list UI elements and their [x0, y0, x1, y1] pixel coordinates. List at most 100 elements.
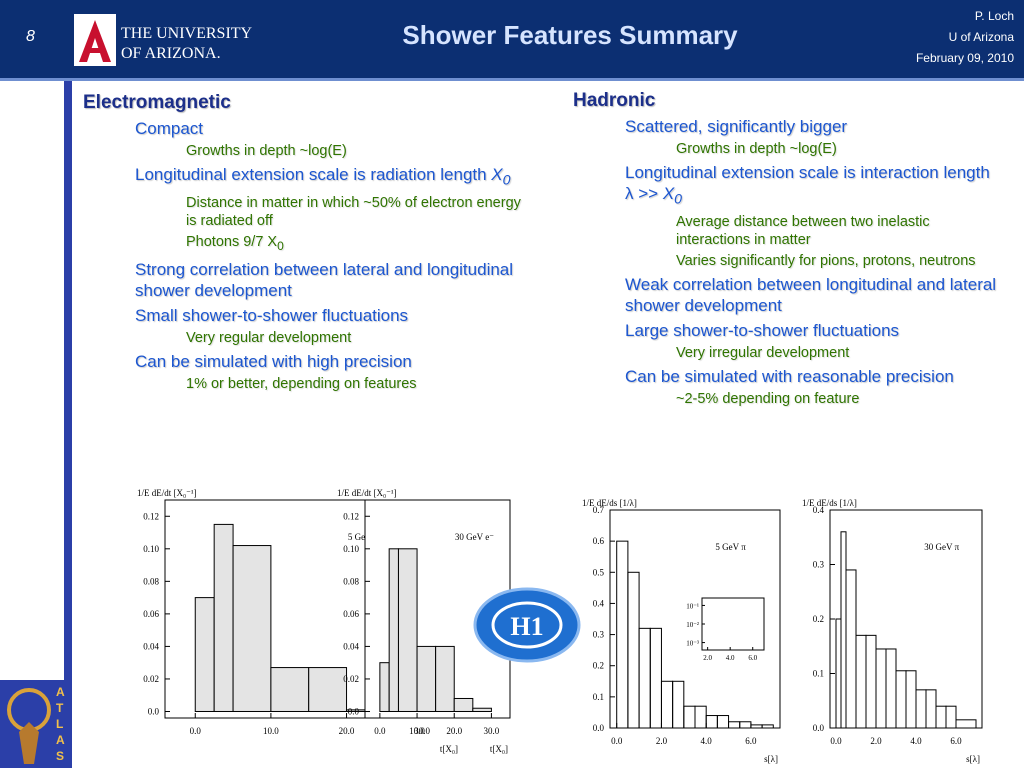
inset-y-tick-label: 10⁻³ [686, 640, 699, 648]
histogram-bar [955, 719, 977, 729]
y-tick-label: 0.02 [143, 674, 159, 684]
histogram-bar [638, 627, 651, 729]
histogram-bar [472, 707, 492, 712]
y-tick-label: 0.2 [593, 661, 604, 671]
bullet: Can be simulated with high precision [135, 351, 523, 372]
meta: P. Loch U of Arizona February 09, 2010 [916, 6, 1014, 69]
slide-title: Shower Features Summary [402, 20, 738, 50]
sub-bullet: Very regular development [186, 329, 523, 347]
y-tick-label: 0.1 [813, 669, 824, 679]
symbol: X [491, 165, 503, 184]
inset-x-tick-label: 4.0 [726, 654, 735, 662]
subscript: 0 [502, 172, 511, 189]
sub-bullet: Distance in matter in which ~50% of elec… [186, 194, 523, 230]
histogram-bar [915, 689, 927, 729]
y-tick-label: 0.3 [813, 560, 825, 570]
bullet: Scattered, significantly bigger [625, 116, 1003, 137]
logo-line: THE UNIVERSITY [121, 25, 253, 42]
histogram-bar [346, 709, 423, 712]
histogram-bar [627, 571, 640, 729]
y-tick-label: 0.0 [593, 723, 605, 733]
x-tick-label: 2.0 [656, 736, 668, 746]
sub-bullet: Very irregular development [676, 344, 1003, 362]
bullet-text: Weak correlation between longitudinal an… [625, 275, 997, 316]
inset-y-tick-label: 10⁻² [686, 621, 699, 629]
histogram-bar [895, 670, 907, 729]
histogram-bar [308, 667, 348, 712]
inset-y-tick-label: 10⁻¹ [686, 602, 699, 610]
bullet-text: Varies significantly for pions, protons,… [676, 253, 976, 270]
side-bar [64, 81, 72, 768]
histogram-bar [435, 645, 455, 712]
histogram-bar [694, 705, 707, 729]
x-tick-label: 20.0 [446, 726, 462, 736]
y-tick-label: 0.0 [348, 706, 360, 716]
histogram-bar [379, 662, 390, 712]
header: 8 THE UNIVERSITY OF ARIZONA. Shower Featu… [0, 0, 1024, 81]
y-tick-label: 0.4 [593, 598, 605, 608]
bullet-text: Can be simulated with reasonable precisi… [625, 367, 954, 387]
bullet-text: Small shower-to-shower fluctuations [135, 306, 409, 326]
plot-label: 5 GeV e⁻ [348, 532, 383, 542]
y-tick-label: 0.7 [593, 505, 605, 515]
sub-bullet: Photons 9/7 X0 [186, 233, 523, 255]
histogram-bar [683, 705, 696, 729]
inset-x-tick-label: 2.0 [703, 654, 712, 662]
h1-text: H1 [510, 612, 543, 641]
y-tick-label: 0.0 [148, 706, 160, 716]
histogram-bar [649, 627, 662, 729]
institution: U of Arizona [948, 30, 1014, 44]
sub-bullet: Growths in depth ~log(E) [676, 140, 1003, 158]
histogram-bar [875, 648, 887, 729]
histogram-bar [885, 648, 897, 729]
bullet-text: 1% or better, depending on features [186, 376, 417, 393]
x-tick-label: 6.0 [745, 736, 757, 746]
y-tick-label: 0.3 [593, 630, 605, 640]
bullet-text: Can be simulated with high precision [135, 352, 412, 372]
y-tick-label: 0.04 [343, 641, 359, 651]
plot-label: 5 GeV π [715, 542, 746, 552]
h1-logo: H1 [473, 587, 581, 663]
x-tick-label: 0.0 [190, 726, 202, 736]
plot-frame [829, 509, 983, 729]
histogram-bar [835, 618, 842, 729]
x-tick-label: 20.0 [339, 726, 355, 736]
histogram-bar [705, 715, 718, 729]
y-tick-label: 0.08 [343, 576, 359, 586]
histogram-bar [716, 715, 730, 729]
histogram-bar [925, 689, 937, 729]
right-column: Hadronic Scattered, significantly bigger G… [573, 90, 1003, 408]
bullet: Can be simulated with reasonable precisi… [625, 366, 1003, 387]
bullet-text: Large shower-to-shower fluctuations [625, 321, 900, 341]
histogram-bar [388, 548, 399, 712]
plot-frame [609, 509, 781, 729]
x-axis-label: s[λ] [966, 754, 980, 764]
histogram-bar [397, 548, 418, 712]
atlas-figure [7, 688, 51, 764]
side-logo: ATLAS [0, 680, 72, 768]
x-tick-label: 4.0 [701, 736, 713, 746]
y-axis-label: 1/E dE/ds [1/λ] [582, 498, 637, 508]
y-tick-label: 0.12 [343, 511, 359, 521]
logo-mark [74, 14, 116, 66]
inset-x-tick-label: 6.0 [748, 654, 757, 662]
bullet-text: ~2-5% depending on feature [676, 391, 860, 408]
histogram-bar [194, 597, 215, 712]
bullet-text: Compact [135, 119, 204, 138]
y-tick-label: 0.5 [593, 567, 605, 577]
histogram-bar [672, 680, 685, 729]
bullet-text: Distance in matter in which ~50% of elec… [186, 195, 521, 230]
histogram-bar [728, 721, 741, 729]
histogram-bar [416, 645, 437, 712]
bullet-text: Photons 9/7 X [186, 234, 278, 251]
histogram-bar [616, 540, 629, 729]
x-tick-label: 0.0 [830, 736, 842, 746]
subscript: 0 [674, 191, 683, 208]
bullet-text: Scattered, significantly bigger [625, 117, 848, 136]
y-tick-label: 0.1 [593, 692, 604, 702]
bullet-text: Growths in depth ~log(E) [186, 143, 347, 159]
plot-frame [364, 499, 511, 719]
bullet-text: Longitudinal extension scale is interact… [625, 163, 990, 203]
bullet-text: Longitudinal extension scale is radiatio… [135, 165, 492, 184]
